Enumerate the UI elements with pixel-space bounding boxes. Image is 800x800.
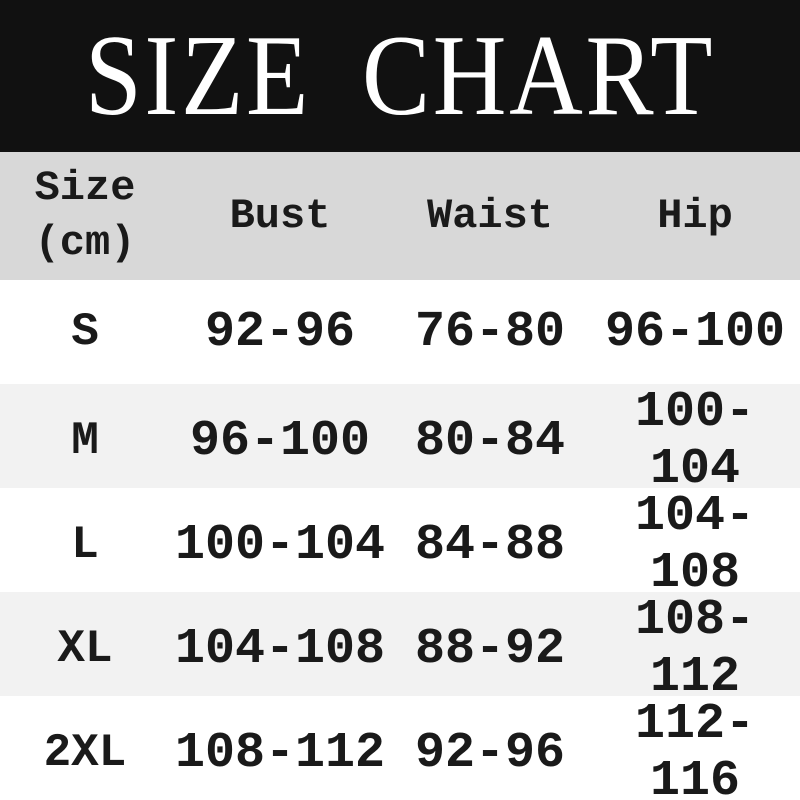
table-header-row: Size (cm) Bust Waist Hip xyxy=(0,152,800,280)
column-header-hip: Hip xyxy=(657,192,733,240)
table-row: S 92-96 76-80 96-100 xyxy=(0,280,800,384)
cell-hip: 108-112 xyxy=(634,592,756,706)
size-chart-banner: SIZE CHART xyxy=(0,0,800,152)
cell-hip: 104-108 xyxy=(634,488,756,602)
cell-size: S xyxy=(71,306,99,358)
cell-bust: 92-96 xyxy=(204,303,356,361)
table-row: 2XL 108-112 92-96 112-116 xyxy=(0,696,800,800)
size-table: Size (cm) Bust Waist Hip S 92-96 76-80 9… xyxy=(0,152,800,800)
column-header-size: Size (cm) xyxy=(0,161,170,272)
cell-bust: 100-104 xyxy=(174,516,386,574)
cell-waist: 88-92 xyxy=(414,620,566,678)
cell-waist: 92-96 xyxy=(414,724,566,782)
cell-size: L xyxy=(71,519,99,571)
cell-bust: 96-100 xyxy=(189,412,371,470)
cell-waist: 80-84 xyxy=(414,412,566,470)
cell-hip: 112-116 xyxy=(634,696,756,800)
cell-bust: 108-112 xyxy=(174,724,386,782)
cell-bust: 104-108 xyxy=(174,620,386,678)
table-row: M 96-100 80-84 100-104 xyxy=(0,384,800,498)
column-header-size-line2: (cm) xyxy=(34,219,136,267)
cell-hip: 100-104 xyxy=(634,384,756,498)
cell-size: 2XL xyxy=(43,727,127,779)
page-title: SIZE CHART xyxy=(84,12,716,140)
cell-waist: 84-88 xyxy=(414,516,566,574)
column-header-waist: Waist xyxy=(426,192,554,240)
table-row: XL 104-108 88-92 108-112 xyxy=(0,592,800,706)
cell-size: XL xyxy=(57,623,113,675)
cell-hip: 96-100 xyxy=(604,303,786,361)
table-row: L 100-104 84-88 104-108 xyxy=(0,488,800,602)
cell-waist: 76-80 xyxy=(414,303,566,361)
column-header-bust: Bust xyxy=(229,192,331,240)
column-header-size-line1: Size xyxy=(34,163,136,212)
cell-size: M xyxy=(71,415,99,467)
